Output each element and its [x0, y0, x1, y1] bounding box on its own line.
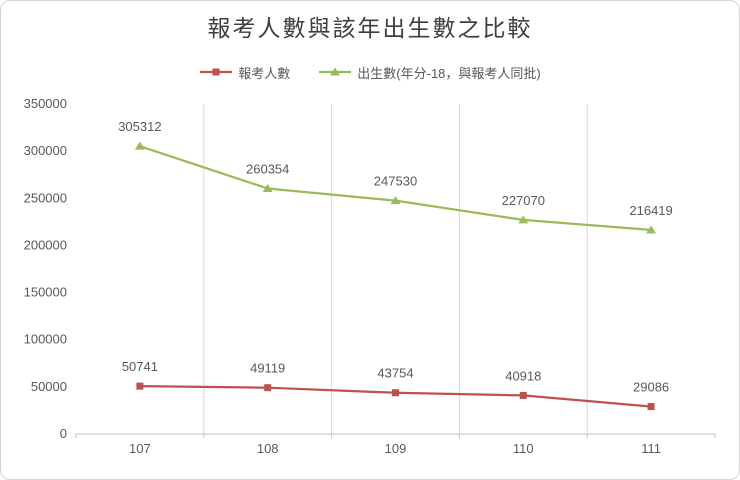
- line-chart-plot-area: 0 50000 100000 150000 200000 250000 300000 3500…: [24, 96, 716, 456]
- data-label-births: 305312: [118, 119, 161, 134]
- y-tick-label: 250000: [24, 190, 67, 205]
- marker-triangle-icon: [134, 141, 145, 150]
- y-tick-label: 100000: [24, 332, 67, 347]
- x-tick-label: 107: [129, 441, 151, 456]
- x-tick-label: 110: [513, 441, 534, 456]
- x-tick-label: 108: [257, 441, 279, 456]
- x-tick-label: 111: [641, 441, 661, 456]
- legend-item-applicants: 報考人數: [199, 63, 290, 82]
- data-label-births: 216419: [629, 203, 672, 218]
- legend-triangle-icon: [319, 67, 352, 76]
- marker-square-icon: [264, 384, 272, 392]
- data-label-applicants: 29086: [633, 380, 669, 395]
- marker-square-icon: [136, 382, 144, 390]
- y-tick-label: 150000: [24, 285, 67, 300]
- y-tick-label: 0: [60, 426, 67, 441]
- y-tick-label: 50000: [31, 379, 67, 394]
- marker-square-icon: [519, 391, 527, 399]
- y-tick-label: 200000: [24, 237, 67, 252]
- legend-item-births: 出生數(年分-18，與報考人同批): [318, 63, 541, 82]
- marker-triangle-icon: [390, 196, 401, 205]
- y-tick-label: 300000: [24, 143, 67, 158]
- y-tick-label: 350000: [24, 96, 67, 111]
- marker-square-icon: [392, 389, 399, 397]
- data-label-applicants: 43754: [377, 366, 413, 381]
- data-label-births: 227070: [502, 193, 545, 208]
- series-line-applicants: [139, 385, 652, 408]
- legend-label-applicants: 報考人數: [238, 65, 291, 81]
- chart-title: 報考人數與該年出生數之比較: [207, 16, 533, 41]
- marker-triangle-icon: [518, 215, 529, 224]
- x-tick-label: 109: [385, 441, 407, 456]
- data-label-applicants: 50741: [122, 359, 158, 374]
- data-label-applicants: 40918: [505, 368, 541, 383]
- legend-label-births: 出生數(年分-18，與報考人同批): [357, 65, 541, 81]
- marker-triangle-icon: [646, 225, 657, 234]
- data-label-births: 247530: [374, 174, 417, 189]
- legend-square-icon: [200, 68, 233, 76]
- marker-triangle-icon: [262, 184, 273, 193]
- legend: 報考人數 出生數(年分-18，與報考人同批): [1, 62, 739, 82]
- marker-square-icon: [647, 403, 655, 411]
- data-label-births: 260354: [246, 162, 289, 177]
- data-label-applicants: 49119: [250, 361, 285, 376]
